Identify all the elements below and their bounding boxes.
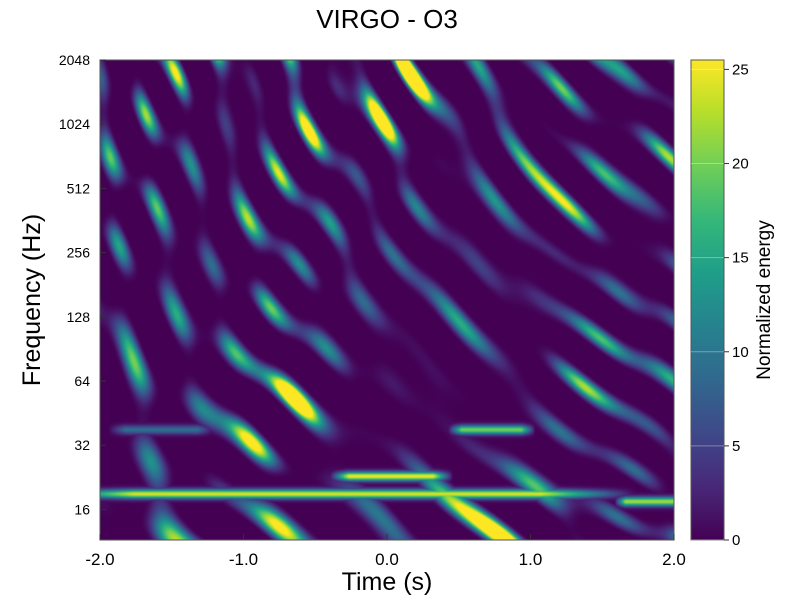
y-tick-label: 16	[74, 501, 90, 517]
colorbar-frame	[690, 59, 725, 541]
plot-area	[99, 59, 675, 541]
x-axis: -2.0 -1.0 0.0 1.0 2.0	[85, 534, 686, 569]
colorbar-gradient	[691, 60, 724, 540]
colorbar-tick-label: 10	[732, 344, 749, 361]
x-tick-label: -2.0	[85, 550, 114, 569]
y-tick-label: 1024	[59, 116, 90, 132]
colorbar-tick-label: 20	[732, 156, 749, 173]
x-tick-label: 1.0	[519, 550, 543, 569]
x-tick-label: 0.0	[375, 550, 399, 569]
y-tick-label: 32	[74, 437, 90, 453]
x-tick-label: -1.0	[229, 550, 258, 569]
colorbar-tick-label: 0	[732, 532, 740, 549]
colorbar-tick-label: 5	[732, 438, 740, 455]
x-axis-label: Time (s)	[342, 568, 433, 596]
colorbar-ticks: 0 5 10 15 20 25	[691, 61, 749, 549]
y-tick-label: 2048	[59, 52, 90, 68]
colorbar: 0 5 10 15 20 25 Normalized energy	[690, 59, 775, 549]
colorbar-tick-label: 25	[732, 61, 749, 78]
y-tick-label: 256	[67, 245, 91, 261]
colorbar-label: Normalized energy	[754, 220, 775, 380]
colorbar-tick-label: 15	[732, 250, 749, 267]
y-tick-label: 512	[67, 180, 91, 196]
y-tick-label: 64	[74, 373, 90, 389]
y-axis: 16 32 64 128 256 512 1024 2048	[59, 52, 106, 517]
x-tick-label: 2.0	[662, 550, 686, 569]
y-tick-label: 128	[67, 309, 91, 325]
chart-title: VIRGO - O3	[316, 4, 458, 34]
y-axis-label: Frequency (Hz)	[18, 214, 46, 386]
spectrogram-heatmap	[100, 60, 674, 540]
